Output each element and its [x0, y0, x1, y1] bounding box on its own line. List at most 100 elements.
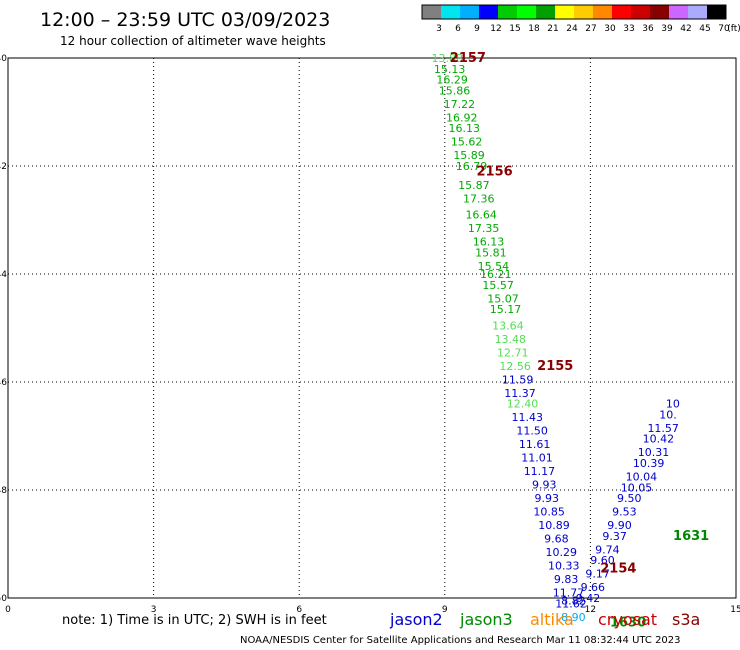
wave-height-label: 10.33	[548, 560, 580, 573]
wave-height-label: 9.66	[581, 581, 606, 594]
wave-height-label: 11.17	[524, 465, 556, 478]
wave-height-label: 15.13	[434, 63, 466, 76]
wave-height-label: 9.50	[617, 492, 642, 505]
scale-swatch	[650, 5, 669, 19]
pass-time-label: 2156	[476, 164, 512, 179]
wave-height-label: 13.88	[431, 52, 463, 65]
wave-height-label: 10.39	[633, 457, 665, 470]
scale-unit: (ft)	[727, 24, 740, 34]
scale-label: 3	[436, 24, 442, 34]
wave-height-label: 10.85	[533, 506, 565, 519]
scale-swatch	[669, 5, 688, 19]
wave-height-label: 12.56	[499, 360, 531, 373]
x-tick-label: 6	[296, 605, 302, 615]
wave-height-label: 17.36	[463, 192, 495, 205]
pass-time-label: 1631	[673, 529, 709, 544]
scale-swatch	[460, 5, 479, 19]
scale-label: 45	[699, 24, 710, 34]
footer-note: note: 1) Time is in UTC; 2) SWH is in fe…	[62, 613, 327, 628]
color-scale-legend: 3 6 9 12 15 18 21 24 27 30 33 36 39 42 45 70(ft)	[421, 4, 740, 34]
wave-height-label: 11.37	[504, 387, 536, 400]
scale-swatch	[441, 5, 460, 19]
wave-height-label: 16.79	[456, 160, 488, 173]
y-tick-label: -46	[0, 378, 7, 388]
scale-label: 24	[566, 24, 578, 34]
scale-label: 30	[604, 24, 616, 34]
wave-height-label: 10.89	[538, 519, 570, 532]
wave-height-label: 12.40	[507, 398, 539, 411]
satellite-altika: altika	[530, 610, 574, 629]
wave-height-label: 11.50	[516, 425, 548, 438]
scale-label: 18	[528, 24, 540, 34]
scale-swatch	[707, 5, 726, 19]
wave-height-label: 16.64	[465, 209, 497, 222]
scale-swatch	[555, 5, 574, 19]
scale-label: 21	[547, 24, 558, 34]
wave-height-label: 9.90	[607, 519, 632, 532]
scale-swatch	[612, 5, 631, 19]
x-tick-label: 12	[585, 605, 596, 615]
satellite-cryosat: cryosat	[598, 610, 657, 629]
wave-height-label: 12.71	[497, 346, 529, 359]
wave-height-label: 9.93	[532, 479, 557, 492]
chart-subtitle: 12 hour collection of altimeter wave hei…	[60, 34, 326, 48]
scale-label: 39	[661, 24, 673, 34]
scale-swatch	[688, 5, 707, 19]
x-tick-label: 0	[5, 605, 11, 615]
scale-label: 27	[585, 24, 596, 34]
pass-time-label: 2155	[537, 359, 573, 374]
wave-height-label: 11.57	[647, 422, 679, 435]
scale-label: 6	[455, 24, 461, 34]
y-tick-label: -42	[0, 162, 7, 172]
wave-height-label: 16.13	[448, 122, 480, 135]
wave-height-label: 9.68	[544, 533, 569, 546]
wave-height-label: 10	[666, 398, 680, 411]
scale-label: 9	[474, 24, 480, 34]
scale-swatch	[631, 5, 650, 19]
scale-swatch	[517, 5, 536, 19]
scale-label: 15	[509, 24, 520, 34]
wave-height-label: 17.22	[444, 98, 476, 111]
scale-label: 12	[490, 24, 501, 34]
wave-height-label: 10.31	[638, 446, 670, 459]
wave-height-label: 15.57	[482, 279, 514, 292]
scale-border	[421, 4, 727, 20]
wave-height-label: 15.17	[490, 303, 522, 316]
wave-height-label: 9.83	[554, 573, 579, 586]
pass-time-label: 2154	[600, 561, 636, 576]
wave-height-label: 16.13	[473, 236, 505, 249]
wave-height-label: 16.21	[480, 268, 512, 281]
wave-height-label: 11.61	[519, 438, 551, 451]
x-tick-label: 9	[442, 605, 448, 615]
wave-height-label: 15.81	[475, 246, 507, 259]
wave-height-label: 17.35	[468, 222, 500, 235]
wave-height-label: 8.82	[561, 595, 586, 608]
wave-height-label: 11.77	[553, 587, 585, 600]
scale-swatch	[479, 5, 498, 19]
pass-time-labels: 2157 2156 2155 2154 1630 1631	[450, 51, 709, 630]
y-tick-label: -50	[0, 594, 7, 604]
wave-height-label: 15.07	[487, 292, 519, 305]
scale-label: 36	[642, 24, 654, 34]
y-tick-label: -40	[0, 54, 7, 64]
wave-height-label: 10.05	[621, 481, 653, 494]
footer-credit: NOAA/NESDIS Center for Satellite Applica…	[240, 635, 681, 646]
wave-height-label: 9.60	[590, 554, 615, 567]
scale-swatch	[498, 5, 517, 19]
wave-height-label: 9.37	[602, 530, 627, 543]
x-tick-label: 15	[730, 605, 740, 615]
scale-swatch	[422, 5, 441, 19]
wave-height-label: 16.92	[446, 111, 478, 124]
y-tick-label: -48	[0, 486, 7, 496]
wave-height-label: 16.29	[436, 74, 468, 87]
wave-height-label: 15.62	[451, 136, 483, 149]
wave-height-label: 8.90	[561, 611, 586, 624]
wave-height-label: 15.87	[458, 179, 490, 192]
wave-height-label: 9.93	[534, 492, 559, 505]
wave-height-label: 10.29	[546, 546, 578, 559]
wave-height-label: 15.54	[478, 260, 510, 273]
wave-height-label: 11.62	[555, 597, 587, 610]
wave-height-label: 10.	[659, 408, 677, 421]
pass-time-label: 2157	[450, 51, 486, 66]
